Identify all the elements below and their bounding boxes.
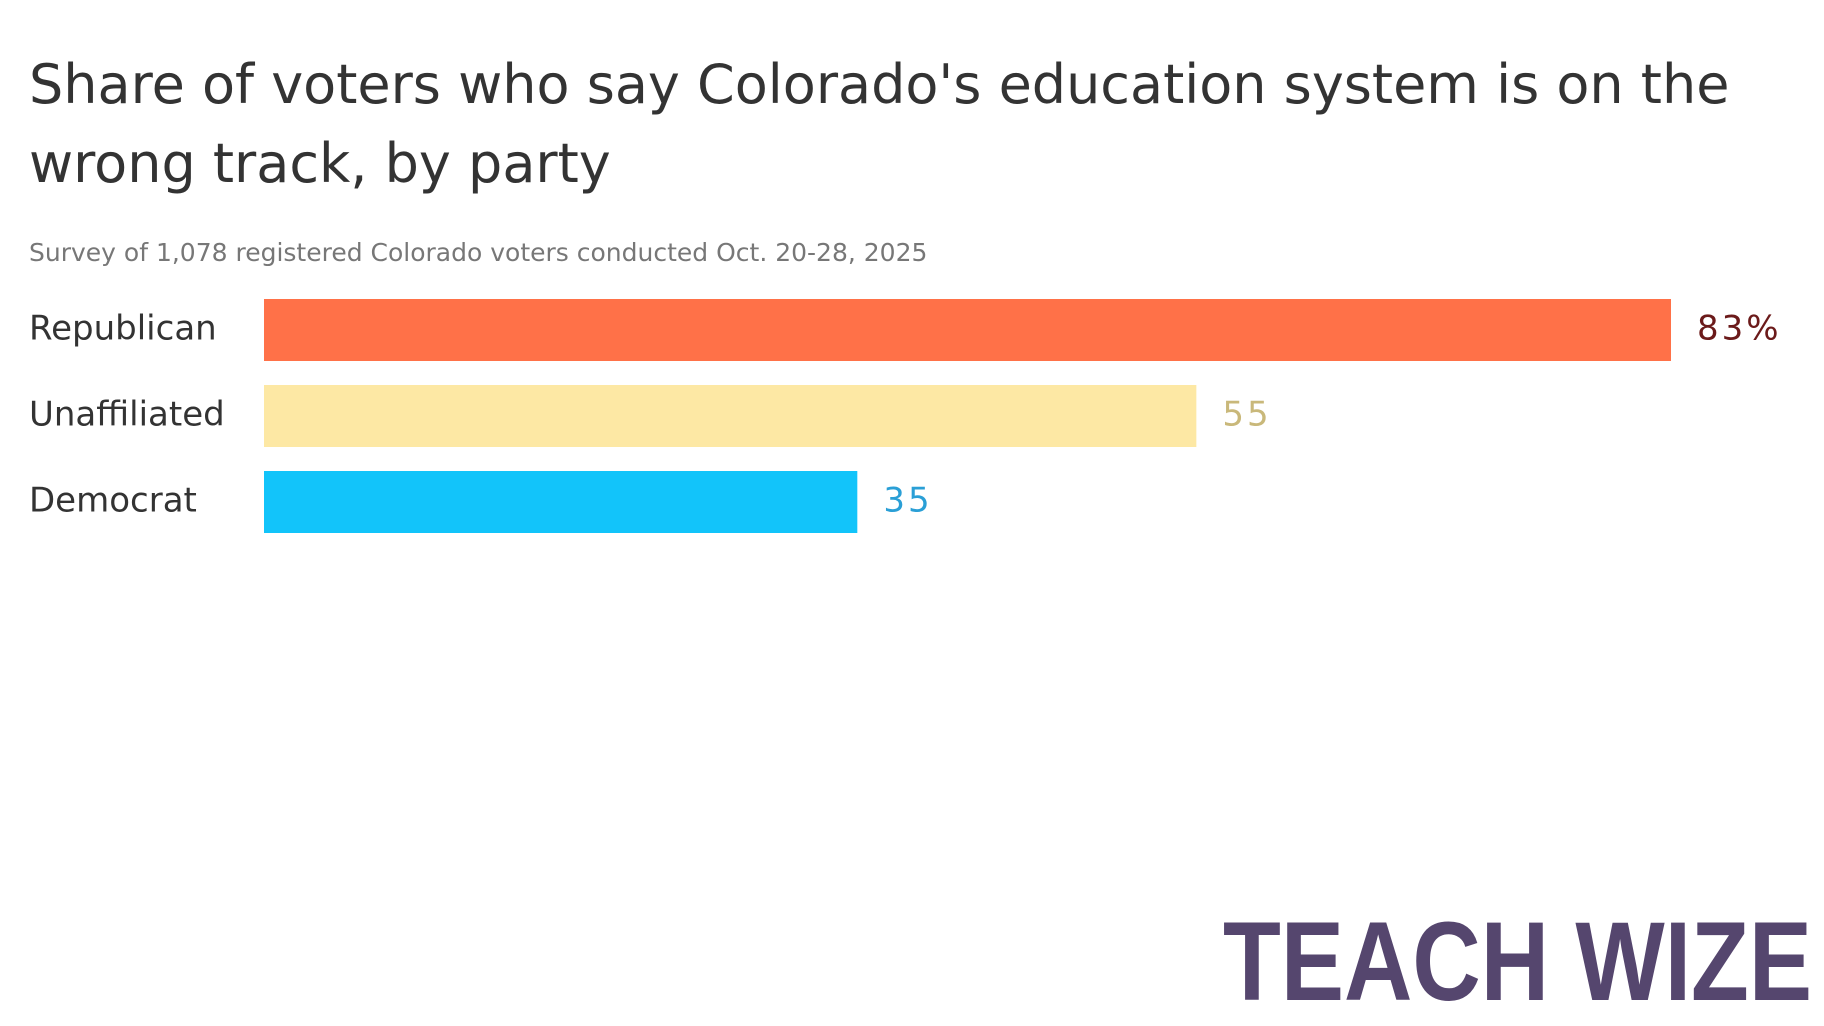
value-label: 35 — [883, 481, 932, 521]
bar — [264, 471, 858, 533]
title-line: Share of voters who say Colorado's educa… — [29, 53, 1729, 116]
category-label: Democrat — [29, 481, 197, 521]
category-label: Republican — [29, 309, 217, 349]
bar — [264, 299, 1671, 361]
chart-title: Share of voters who say Colorado's educa… — [29, 53, 1729, 195]
bar — [264, 385, 1197, 447]
watermark: TEACH WIZE — [1223, 899, 1812, 1024]
title-line: wrong track, by party — [29, 132, 611, 195]
chart-subtitle: Survey of 1,078 registered Colorado vote… — [29, 238, 927, 267]
value-label: 83% — [1697, 309, 1782, 349]
category-label: Unaffiliated — [29, 395, 225, 435]
value-label: 55 — [1222, 395, 1271, 435]
